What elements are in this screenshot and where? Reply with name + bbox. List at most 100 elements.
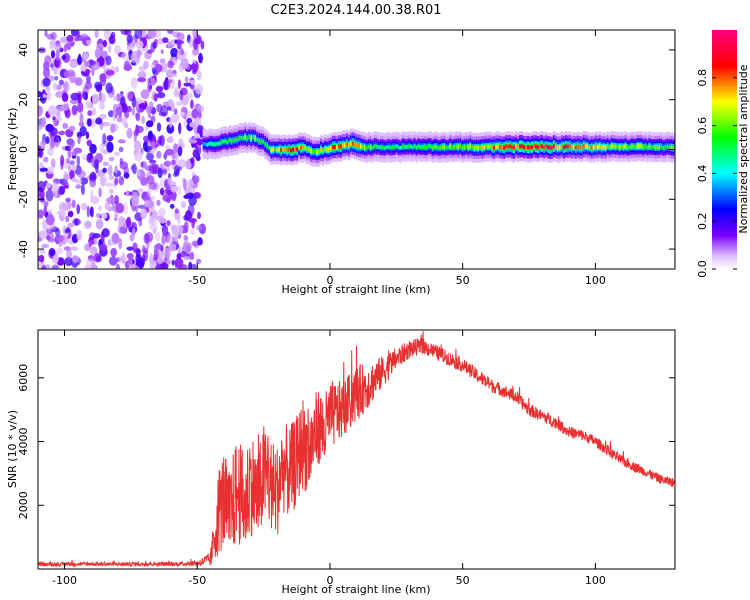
noise-speckle <box>80 203 88 211</box>
x-tick-label: -100 <box>52 574 77 587</box>
noise-speckle <box>74 77 83 86</box>
spectrogram-ridge-cell <box>371 145 375 150</box>
spectrogram-ridge-cell <box>228 138 231 143</box>
noise-speckle <box>118 237 122 250</box>
spectrogram-ridge-cell <box>337 144 341 149</box>
spectrogram-ridge-cell <box>270 147 273 152</box>
noise-speckle <box>40 139 46 150</box>
spectrogram-ridge-cell <box>638 144 641 149</box>
y-tick-label: 40 <box>17 43 30 57</box>
spectrogram-ridge-cell <box>628 145 631 150</box>
spectrogram-ridge-cell <box>650 145 653 150</box>
spectrogram-ridge-cell <box>646 145 649 150</box>
spectrogram-ridge-cell <box>320 147 323 152</box>
noise-speckle <box>170 103 175 113</box>
noise-speckle <box>74 218 79 226</box>
noise-speckle <box>84 81 93 90</box>
noise-speckle <box>147 81 153 93</box>
noise-speckle <box>191 263 197 269</box>
noise-speckle <box>169 203 175 209</box>
spectrogram-ridge-cell <box>475 145 478 150</box>
spectrogram-ridge-cell <box>616 144 619 149</box>
spectrogram-ridge-cell <box>634 144 637 149</box>
noise-speckle <box>145 105 151 115</box>
noise-speckle <box>156 256 164 264</box>
spectrogram-ridge-cell <box>208 141 211 146</box>
spectrogram-ridge-cell <box>469 144 472 149</box>
colorbar-label: Normalized spectral amplitude <box>737 64 750 233</box>
noise-speckle <box>197 105 205 113</box>
noise-speckle <box>183 255 191 261</box>
x-tick-label: 50 <box>456 574 470 587</box>
spectrogram-ridge-cell <box>248 135 251 140</box>
noise-speckle <box>158 218 167 224</box>
noise-speckle <box>118 146 124 153</box>
noise-speckle <box>158 111 167 117</box>
x-tick-label: -50 <box>188 574 206 587</box>
spectrogram-ridge-cell <box>540 144 544 149</box>
spectrogram-ridge-cell <box>566 144 570 149</box>
spectrogram-ridge-cell <box>668 144 671 149</box>
noise-speckle <box>86 205 90 218</box>
noise-speckle <box>102 122 111 127</box>
noise-speckle <box>159 187 165 196</box>
spectrogram-ridge-cell <box>294 147 297 152</box>
spectrogram-ridge-cell <box>463 145 466 150</box>
noise-speckle <box>176 101 183 106</box>
noise-speckle <box>58 130 66 136</box>
spectrogram-ridge-cell <box>417 144 420 149</box>
spectrogram-ridge-cell <box>278 147 281 152</box>
spectrogram-ridge-cell <box>284 147 287 152</box>
spectrogram-ridge-cell <box>306 147 309 152</box>
spectrogram-ridge-cell <box>644 144 647 149</box>
snr-panel: -100 -50 0 50 100 2000 4000 6000 Height of stra… <box>6 329 676 596</box>
x-tick-label: -100 <box>52 274 77 287</box>
spectrogram-ridge-cell <box>459 144 462 149</box>
noise-speckle <box>76 204 80 215</box>
x-tick-label: 100 <box>585 274 606 287</box>
noise-speckle <box>135 124 140 136</box>
spectrogram-ridge-cell <box>670 145 673 150</box>
noise-speckle <box>118 216 126 226</box>
noise-speckle <box>170 185 179 193</box>
noise-speckle <box>181 143 185 149</box>
spectrogram-ridge-cell <box>574 145 578 150</box>
spectrogram-ridge-cell <box>612 144 615 149</box>
spectrogram-ridge-cell <box>308 147 311 152</box>
x-tick-label: 0 <box>326 574 333 587</box>
noise-speckle <box>188 218 197 223</box>
spectrogram-ridge-cell <box>604 145 607 150</box>
spectrogram-ridge-cell <box>554 144 558 149</box>
noise-speckle <box>131 96 137 108</box>
noise-speckle <box>126 34 133 43</box>
spectrogram-ridge-cell <box>467 145 470 150</box>
noise-speckle <box>192 149 199 158</box>
colorbar-ticks: 0.0 0.2 0.4 0.6 0.8 <box>696 69 737 278</box>
noise-speckle <box>84 61 91 67</box>
spectrogram-ridge-cell <box>407 144 410 149</box>
noise-speckle <box>180 111 185 117</box>
noise-speckle <box>182 50 188 58</box>
noise-speckle <box>46 235 51 240</box>
noise-speckle <box>198 52 203 64</box>
spectrogram-ridge-cell <box>323 147 327 152</box>
noise-speckle <box>135 112 141 122</box>
noise-speckle <box>167 30 174 35</box>
noise-speckle <box>136 49 141 59</box>
noise-speckle <box>173 143 178 154</box>
noise-speckle <box>102 40 108 48</box>
spectrogram-ridge-cell <box>409 144 412 149</box>
noise-speckle <box>67 210 74 218</box>
spectrogram-ridge-cell <box>240 135 243 140</box>
noise-speckle <box>77 135 81 145</box>
spectrogram-ridge-cell <box>218 141 221 146</box>
noise-speckle <box>63 174 71 180</box>
noise-speckle <box>199 129 204 138</box>
noise-speckle <box>143 60 149 69</box>
spectrogram-ridge-cell <box>544 144 548 149</box>
spectrogram-ridge-cell <box>403 144 406 149</box>
noise-speckle <box>101 228 110 238</box>
spectrogram-ridge-cell <box>232 138 235 143</box>
spectrogram-ridge-cell <box>455 144 458 149</box>
noise-speckle <box>190 157 195 165</box>
